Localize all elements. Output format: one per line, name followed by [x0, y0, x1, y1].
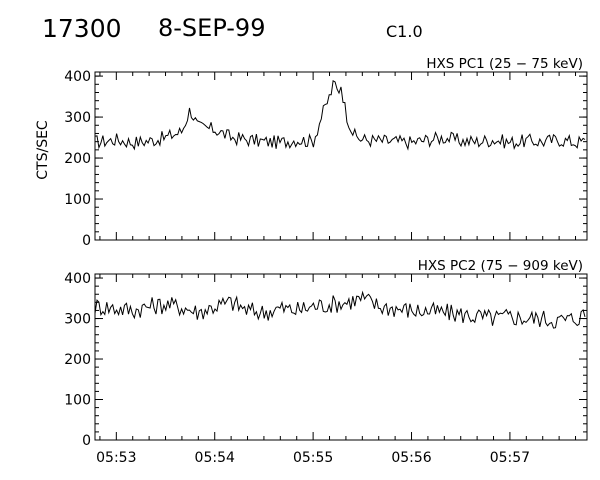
event-date: 8-SEP-99 [158, 14, 266, 42]
y-tick-label: 100 [64, 192, 91, 208]
x-tick-label: 05:55 [293, 450, 333, 466]
x-tick-label: 05:54 [195, 450, 235, 466]
y-tick-label: 0 [82, 433, 91, 449]
y-tick-label: 400 [64, 69, 91, 85]
series-line [94, 79, 586, 151]
x-tick-label: 05:56 [391, 450, 431, 466]
y-tick-label: 300 [64, 110, 91, 126]
event-id: 17300 [42, 14, 122, 43]
series-line [94, 290, 586, 329]
y-tick-label: 200 [64, 352, 91, 368]
x-tick-label: 05:53 [96, 450, 136, 466]
y-tick-label: 100 [64, 393, 91, 409]
plot-frame [94, 273, 588, 441]
y-tick-label: 0 [82, 233, 91, 249]
panel-title: HXS PC1 (25 − 75 keV) [426, 56, 583, 72]
y-tick-label: 400 [64, 271, 91, 287]
y-tick-label: 300 [64, 312, 91, 328]
y-axis-label: CTS/SEC [35, 120, 51, 180]
y-tick-label: 200 [64, 151, 91, 167]
plot-frame [94, 71, 588, 241]
panel-title: HXS PC2 (75 − 909 keV) [418, 258, 583, 274]
flare-class: C1.0 [386, 22, 423, 41]
x-tick-label: 05:57 [490, 450, 530, 466]
